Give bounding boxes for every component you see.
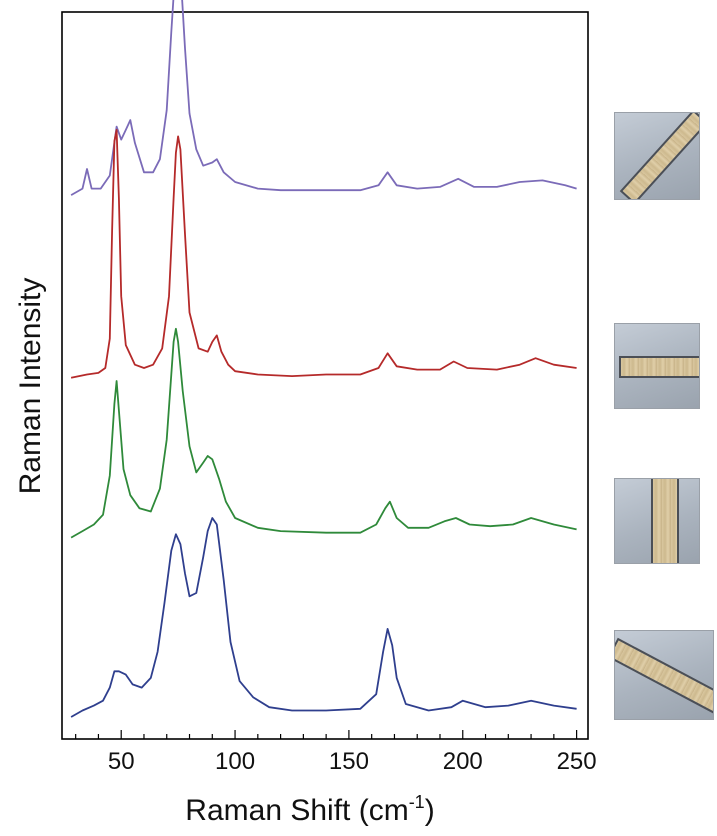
sample-photo-second: [614, 323, 700, 409]
x-tick-label: 50: [108, 748, 135, 775]
x-tick-label: 250: [557, 748, 597, 775]
x-tick-label: 150: [329, 748, 369, 775]
sample-strip: [651, 479, 679, 563]
plot-frame: [61, 11, 589, 740]
sample-strip: [619, 356, 699, 378]
sample-photo-third: [614, 478, 700, 564]
raman-spectrum-1: [70, 0, 577, 196]
y-axis-title: Raman Intensity: [14, 278, 47, 495]
sample-photo-bottom: [614, 630, 714, 720]
x-axis-tick-labels: 50 100 150 200 250: [108, 748, 597, 775]
x-axis-title: Raman Shift (cm-1): [185, 792, 434, 827]
raman-spectrum-3: [70, 327, 577, 539]
sample-photo-top: [614, 112, 700, 200]
series-layer: [70, 0, 577, 718]
x-axis-ticks: [75, 730, 578, 739]
raman-spectrum-4: [70, 517, 577, 718]
raman-spectrum-2: [70, 129, 577, 379]
x-tick-label: 200: [443, 748, 483, 775]
x-tick-label: 100: [215, 748, 255, 775]
